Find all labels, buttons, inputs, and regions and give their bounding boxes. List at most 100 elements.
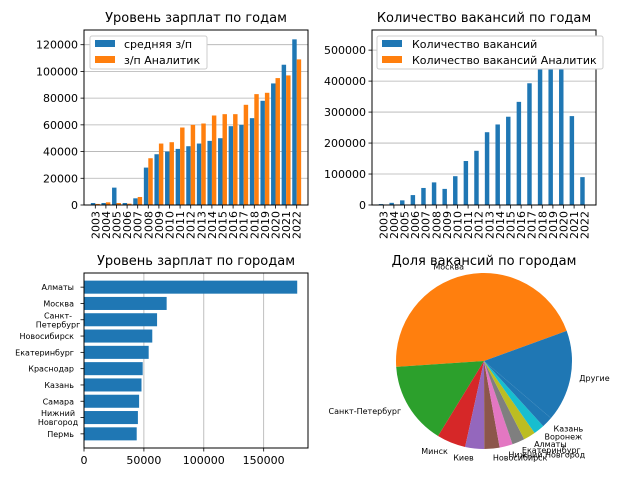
pie-slice-екатеринбург bbox=[484, 361, 525, 445]
salary-by-city-xtick-label: 50000 bbox=[126, 454, 161, 467]
vacancies-by-year-axes-frame bbox=[371, 29, 597, 206]
salary-by-year-bar-b-2017 bbox=[243, 104, 249, 205]
salary-by-year-xtick-label-2004: 2004 bbox=[100, 211, 113, 239]
salary-by-year-xtick-label-2011: 2011 bbox=[174, 211, 187, 239]
salary-by-city-xtick-label: 0 bbox=[81, 454, 88, 467]
legend-label-analyst-salary: з/п Аналитик bbox=[124, 54, 200, 67]
salary-by-city-bar-краснодар bbox=[84, 362, 143, 376]
vacancies-by-year-bar-a-2016 bbox=[516, 101, 522, 205]
salary-by-year-bar-b-2008 bbox=[148, 158, 153, 205]
vacancies-by-year-bar-a-2022 bbox=[580, 177, 585, 205]
salary-by-city-bar-самара bbox=[84, 394, 140, 408]
salary-by-year-bar-b-2020 bbox=[275, 78, 280, 205]
vacancies-by-year-bar-a-2015 bbox=[506, 116, 511, 205]
salary-by-year-xtick-label-2019: 2019 bbox=[259, 211, 272, 239]
pie-slice-санкт-петербург bbox=[396, 361, 484, 437]
salary-by-year-bar-a-2011 bbox=[175, 148, 181, 205]
vacancies-by-year-xtick-label-2022: 2022 bbox=[579, 211, 592, 239]
vacancies-by-year-ytick-label: 100000 bbox=[324, 168, 366, 181]
salary-by-year-bar-a-2019 bbox=[260, 100, 265, 205]
salary-by-year-xtick-label-2008: 2008 bbox=[142, 211, 155, 239]
salary-by-year-xtick-label-2010: 2010 bbox=[164, 211, 177, 239]
vacancies-by-year-bar-a-2008 bbox=[431, 182, 437, 205]
salary-by-year-bar-b-2012 bbox=[190, 124, 196, 205]
vacancies-by-year-xtick-label-2005: 2005 bbox=[399, 211, 412, 239]
salary-by-city-xtick-label: 100000 bbox=[183, 454, 225, 467]
salary-by-year-xtick-label-2009: 2009 bbox=[153, 211, 166, 239]
vacancies-by-year-bar-a-2011 bbox=[463, 161, 469, 205]
salary-by-year-ytick-label: 20000 bbox=[43, 172, 78, 185]
vacancies-by-year-bar-a-2012 bbox=[474, 150, 479, 205]
vacancies-by-year-xtick-label-2014: 2014 bbox=[494, 211, 507, 239]
salary-by-year-title: Уровень зарплат по годам bbox=[105, 11, 287, 26]
pie-slice-нижний-новгород bbox=[484, 361, 513, 448]
salary-by-year-xtick-label-2007: 2007 bbox=[132, 211, 145, 239]
salary-by-city-ytick-label: Алматы bbox=[42, 283, 75, 292]
salary-by-year-axes-frame bbox=[83, 29, 309, 206]
vacancies-by-year-xtick-label-2011: 2011 bbox=[462, 211, 475, 239]
salary-by-city-bar-москва bbox=[84, 296, 167, 310]
pie-label-казань: Казань bbox=[554, 424, 584, 433]
salary-by-year-bar-b-2022 bbox=[296, 59, 302, 205]
salary-by-year-xtick-label-2015: 2015 bbox=[217, 211, 230, 239]
salary-by-year-bar-b-2021 bbox=[286, 75, 291, 205]
salary-by-city-ytick-label: Новосибирск bbox=[19, 332, 74, 341]
vacancies-by-year-xtick-label-2004: 2004 bbox=[388, 211, 401, 239]
salary-by-year-bar-a-2004 bbox=[101, 202, 106, 205]
salary-by-year-bar-b-2013 bbox=[201, 123, 206, 205]
salary-by-city-ytick-label: Санкт-Петербург bbox=[36, 311, 81, 329]
vacancies-by-year-bar-a-2017 bbox=[527, 83, 532, 205]
salary-by-year-ytick-label: 40000 bbox=[43, 146, 78, 159]
pie-label-минск: Минск bbox=[421, 447, 448, 456]
vacancies-by-year-xtick-label-2007: 2007 bbox=[420, 211, 433, 239]
vacancies-by-year-title: Количество вакансий по годам bbox=[377, 11, 591, 26]
salary-by-city-title: Уровень зарплат по городам bbox=[97, 254, 295, 269]
vacancies-by-year-bar-a-2014 bbox=[495, 124, 500, 205]
salary-by-year-bar-a-2020 bbox=[271, 83, 276, 205]
salary-by-year-ytick-label: 60000 bbox=[43, 119, 78, 132]
salary-by-city-ytick-label: Краснодар bbox=[28, 365, 74, 374]
salary-by-year-bar-a-2017 bbox=[239, 124, 244, 205]
salary-by-year-bar-a-2013 bbox=[196, 143, 202, 205]
salary-by-year-bar-b-2007 bbox=[137, 196, 143, 205]
salary-by-year-bar-a-2021 bbox=[281, 64, 287, 206]
vacancies-by-year-xtick-label-2019: 2019 bbox=[547, 211, 560, 239]
pie-label-москва: Москва bbox=[433, 262, 464, 271]
salary-by-year-xtick-label-2021: 2021 bbox=[280, 211, 293, 239]
salary-by-city-bar-алматы bbox=[84, 280, 298, 294]
pie-label-екатеринбург: Екатеринбург bbox=[522, 446, 581, 455]
salary-by-year-xtick-label-2003: 2003 bbox=[89, 211, 102, 239]
pie-slice-другие bbox=[484, 330, 572, 419]
salary-by-city-bar-пермь bbox=[84, 427, 137, 441]
legend-label-vacancies: Количество вакансий bbox=[412, 38, 537, 51]
vacancies-by-year-xtick-label-2006: 2006 bbox=[409, 211, 422, 239]
salary-by-year-bar-a-2008 bbox=[143, 167, 149, 205]
vacancies-by-year-chart: Количество вакансий по годам 0 100000 2000… bbox=[324, 11, 604, 239]
salary-by-year-bar-a-2010 bbox=[165, 151, 170, 205]
salary-by-city-bar-казань bbox=[84, 378, 142, 392]
salary-by-year-xtick-label-2014: 2014 bbox=[206, 211, 219, 239]
legend-label-analyst-vacancies: Количество вакансий Аналитик bbox=[412, 54, 597, 67]
vacancies-by-year-bar-a-2007 bbox=[421, 187, 426, 205]
vacancies-by-year-xtick-label-2015: 2015 bbox=[505, 211, 518, 239]
salary-by-year-bar-b-2018 bbox=[254, 94, 259, 205]
pie-label-воронеж: Воронеж bbox=[545, 433, 583, 442]
vacancies-by-year-bar-a-2020 bbox=[559, 53, 564, 205]
vacancies-by-year-ytick-label: 400000 bbox=[324, 75, 366, 88]
vacancies-by-year-xtick-label-2008: 2008 bbox=[430, 211, 443, 239]
vacancies-by-year-xtick-label-2020: 2020 bbox=[558, 211, 571, 239]
vacancies-by-year-bar-a-2021 bbox=[569, 116, 575, 205]
salary-by-year-chart: Уровень зарплат по годам 0 20000 40000 6000… bbox=[36, 11, 309, 239]
salary-by-year-bar-b-2006 bbox=[127, 203, 132, 205]
vacancies-by-year-xtick-label-2010: 2010 bbox=[452, 211, 465, 239]
salary-by-year-bar-a-2009 bbox=[154, 154, 159, 205]
vacancies-by-year-xtick-label-2012: 2012 bbox=[473, 211, 486, 239]
salary-by-year-bar-a-2005 bbox=[112, 187, 117, 205]
salary-by-city-ytick-label: Нижний Новгород bbox=[38, 409, 79, 427]
salary-by-city-bar-нижний-новгород bbox=[84, 411, 138, 425]
vacancies-by-year-xtick-label-2016: 2016 bbox=[515, 211, 528, 239]
salary-by-city-bar-новосибирск bbox=[84, 329, 153, 343]
vacancies-by-year-xtick-label-2003: 2003 bbox=[377, 211, 390, 239]
salary-by-year-bar-a-2006 bbox=[122, 202, 128, 205]
vacancies-by-year-ytick-label: 300000 bbox=[324, 106, 366, 119]
